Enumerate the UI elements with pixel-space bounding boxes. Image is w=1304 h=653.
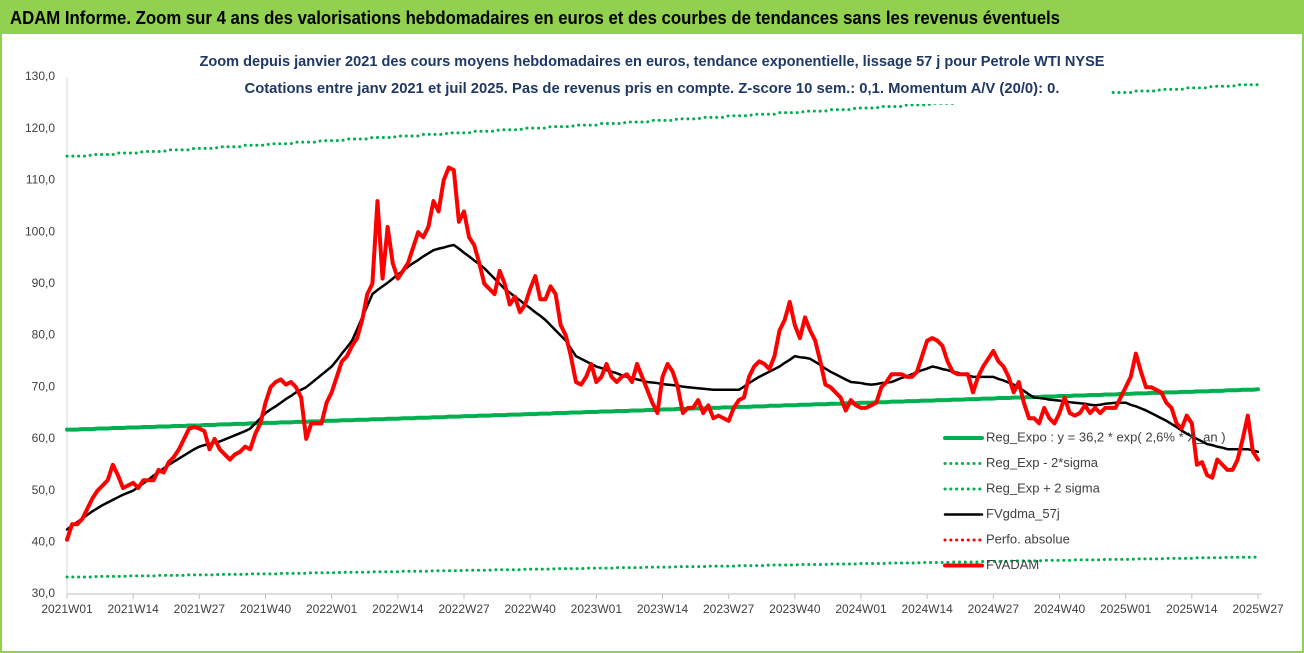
y-tick-label: 80,0 — [32, 328, 56, 342]
y-tick-label: 60,0 — [32, 431, 56, 445]
x-tick-label: 2022W14 — [372, 602, 424, 616]
legend-label: Reg_Expo : y = 36,2 * exp( 2,6% * X_an ) — [986, 429, 1226, 444]
x-tick-label: 2023W01 — [571, 602, 623, 616]
legend-label: FVgdma_57j — [986, 506, 1060, 521]
legend-label: Reg_Exp - 2*sigma — [986, 455, 1099, 470]
x-tick-label: 2025W14 — [1166, 602, 1218, 616]
title-bar — [1, 1, 1303, 34]
y-tick-label: 90,0 — [32, 276, 56, 290]
y-tick-label: 110,0 — [26, 173, 55, 187]
subtitle: Cotations entre janv 2021 et juil 2025. … — [245, 80, 1060, 97]
subtitle: Zoom depuis janvier 2021 des cours moyen… — [200, 53, 1105, 70]
series-line — [65, 165, 1260, 542]
x-tick-label: 2024W40 — [1034, 602, 1086, 616]
x-tick-label: 2024W27 — [968, 602, 1020, 616]
x-tick-label: 2025W01 — [1100, 602, 1152, 616]
x-tick-label: 2025W27 — [1232, 602, 1284, 616]
series-line — [65, 555, 1260, 579]
x-tick-label: 2022W01 — [306, 602, 358, 616]
x-tick-label: 2022W27 — [438, 602, 490, 616]
y-tick-label: 50,0 — [32, 483, 56, 497]
chart-title: ADAM Informe. Zoom sur 4 ans des valoris… — [10, 8, 1060, 28]
x-tick-label: 2021W27 — [174, 602, 226, 616]
legend-label: Reg_Exp + 2 sigma — [986, 480, 1101, 495]
x-tick-label: 2021W01 — [41, 602, 93, 616]
x-tick-label: 2024W01 — [835, 602, 887, 616]
x-tick-label: 2023W14 — [637, 602, 689, 616]
legend-label: Perfo. absolue — [986, 531, 1070, 546]
x-tick-label: 2023W40 — [769, 602, 821, 616]
series-line — [65, 387, 1260, 432]
legend-label: FVADAM — [986, 557, 1039, 572]
x-tick-label: 2023W27 — [703, 602, 755, 616]
y-tick-label: 40,0 — [32, 534, 56, 548]
x-tick-label: 2021W40 — [240, 602, 292, 616]
y-tick-label: 130,0 — [25, 69, 55, 83]
y-tick-label: 30,0 — [32, 586, 56, 600]
subtitle-box — [195, 48, 1110, 104]
x-tick-label: 2022W40 — [504, 602, 556, 616]
x-tick-label: 2024W14 — [901, 602, 953, 616]
plot-area: 30,0 40,0 50,0 60,0 70,0 80,0 90,0 100,0 110,0 12… — [25, 69, 1284, 616]
y-tick-label: 70,0 — [32, 379, 56, 393]
y-tick-label: 120,0 — [25, 121, 55, 135]
legend: Reg_Expo : y = 36,2 * exp( 2,6% * X_an )… — [943, 429, 1226, 572]
x-tick-label: 2021W14 — [107, 602, 159, 616]
y-tick-label: 100,0 — [25, 224, 55, 238]
